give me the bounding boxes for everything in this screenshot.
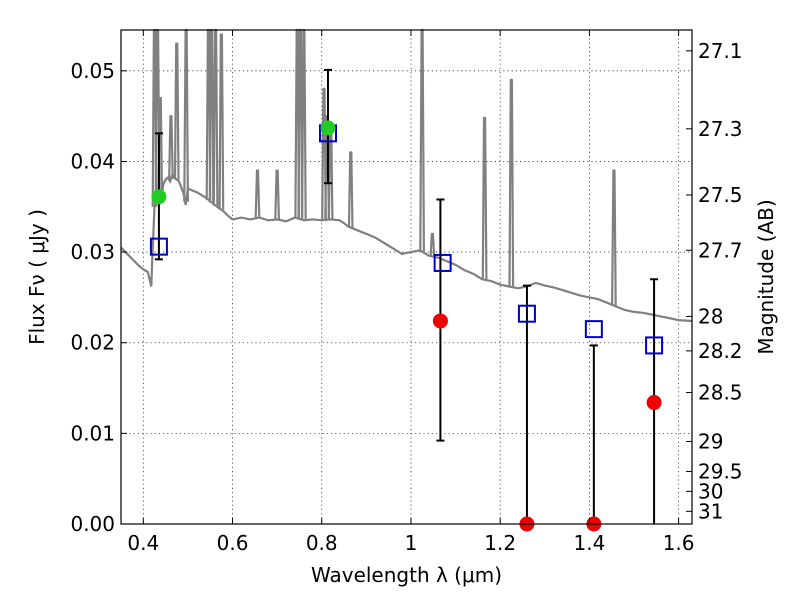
magnitude-tick-label: 27.1 xyxy=(698,39,743,63)
model-flux-square xyxy=(517,304,536,323)
model-flux-square xyxy=(433,253,452,272)
emission-line xyxy=(301,28,307,221)
y-tick-label: 0.05 xyxy=(70,59,115,83)
sed-continuum-line xyxy=(120,172,693,323)
plot-frame xyxy=(120,29,693,525)
emission-line xyxy=(508,78,515,288)
data-markers xyxy=(149,120,664,532)
photometry-point xyxy=(432,313,448,329)
x-axis-ticks: 0.4 0.6 0.8 1 1.2 1.4 1.6 xyxy=(127,30,695,555)
emission-line xyxy=(419,28,425,252)
emission-line xyxy=(218,33,225,210)
x-tick-label: 1.4 xyxy=(573,531,605,555)
emission-line xyxy=(212,28,219,206)
x-tick-label: 0.6 xyxy=(217,531,249,555)
emission-line xyxy=(347,151,354,228)
magnitude-tick-label: 31 xyxy=(698,499,723,523)
magnitude-tick-label: 28.5 xyxy=(698,381,743,405)
magnitude-tick-label: 27.3 xyxy=(698,117,743,141)
magnitude-tick-label: 29.5 xyxy=(698,459,743,483)
photometry-point xyxy=(320,120,336,136)
sed-spectrum xyxy=(120,28,693,323)
emission-line xyxy=(173,42,180,180)
magnitude-tick-label: 27.7 xyxy=(698,238,743,262)
emission-line xyxy=(254,169,261,219)
model-flux-square xyxy=(584,320,603,339)
emission-line xyxy=(327,124,334,220)
grid-lines xyxy=(121,30,692,525)
magnitude-tick-label: 28 xyxy=(698,304,723,328)
y-tick-label: 0.03 xyxy=(70,240,115,264)
model-flux-square xyxy=(149,237,168,256)
y-tick-label: 0.00 xyxy=(70,512,115,536)
x-axis-label: Wavelength λ (μm) xyxy=(311,563,502,587)
x-tick-label: 1 xyxy=(405,531,418,555)
magnitude-tick-label: 27.5 xyxy=(698,183,743,207)
emission-line xyxy=(481,116,488,280)
y-tick-label: 0.02 xyxy=(70,331,115,355)
emission-line xyxy=(168,114,174,179)
magnitude-tick-label: 30 xyxy=(698,479,723,503)
emission-line xyxy=(274,169,280,220)
x-tick-label: 1.2 xyxy=(484,531,516,555)
y-tick-label: 0.01 xyxy=(70,421,115,445)
x-tick-label: 0.8 xyxy=(306,531,338,555)
magnitude-tick-label: 28.2 xyxy=(698,339,743,363)
photometry-point xyxy=(151,189,167,205)
magnitude-axis-label: Magnitude (AB) xyxy=(754,199,778,354)
emission-line xyxy=(611,169,617,306)
emission-line xyxy=(429,232,436,257)
model-flux-square xyxy=(645,336,664,355)
y-tick-label: 0.04 xyxy=(70,149,115,173)
emission-line xyxy=(208,28,215,203)
y-axis-label: Flux Fν ( μJy ) xyxy=(25,209,49,345)
photometry-point xyxy=(646,395,662,411)
emission-line xyxy=(183,28,189,202)
magnitude-tick-label: 29 xyxy=(698,430,723,454)
x-tick-label: 0.4 xyxy=(127,531,159,555)
x-tick-label: 1.6 xyxy=(663,531,695,555)
y-axis-ticks: 0.00 0.01 0.02 0.03 0.04 0.05 xyxy=(70,59,127,536)
